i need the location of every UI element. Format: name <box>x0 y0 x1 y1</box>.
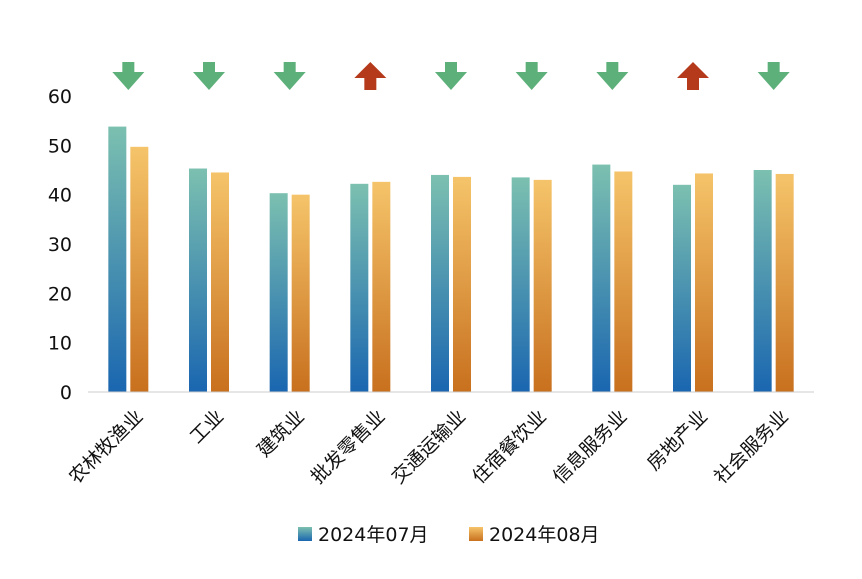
y-tick-label: 40 <box>48 185 72 207</box>
bar-series2-5 <box>533 179 552 392</box>
x-tick-label: 农林牧渔业 <box>65 406 148 489</box>
arrow-down-icon <box>112 62 145 90</box>
bar-series2-0 <box>130 146 149 392</box>
y-tick-label: 0 <box>60 382 72 404</box>
arrow-down-icon <box>515 62 548 90</box>
change-arrows <box>112 62 790 90</box>
x-tick-label: 信息服务业 <box>549 406 632 489</box>
y-tick-label: 20 <box>48 283 72 305</box>
y-tick-label: 10 <box>48 333 72 355</box>
bar-series1-8 <box>753 170 772 392</box>
arrow-down-icon <box>757 62 790 90</box>
bar-series1-0 <box>108 126 127 392</box>
legend-label-series2: 2024年08月 <box>489 524 600 546</box>
bar-series2-2 <box>291 194 310 392</box>
arrow-down-icon <box>193 62 225 90</box>
bar-series2-7 <box>695 173 713 392</box>
y-axis: 0 10 20 30 40 50 60 <box>48 86 72 404</box>
x-tick-label: 工业 <box>186 406 228 448</box>
bar-series1-7 <box>673 184 691 392</box>
legend-label-series1: 2024年07月 <box>318 524 429 546</box>
bar-series2-6 <box>614 171 633 392</box>
legend-swatch-series1 <box>298 527 312 541</box>
x-tick-label: 房地产业 <box>643 406 712 475</box>
bar-series1-5 <box>511 177 530 392</box>
y-tick-label: 60 <box>48 86 72 108</box>
bar-series2-8 <box>775 173 794 392</box>
bar-series1-2 <box>269 193 288 392</box>
legend: 2024年07月 2024年08月 <box>298 524 600 546</box>
x-tick-label: 批发零售业 <box>307 406 390 489</box>
x-tick-label: 住宿餐饮业 <box>468 406 551 489</box>
x-tick-label: 交通运输业 <box>387 406 470 489</box>
arrow-up-icon <box>677 62 709 90</box>
bar-series2-4 <box>453 176 471 392</box>
x-tick-label: 建筑业 <box>253 406 309 462</box>
arrow-down-icon <box>435 62 467 90</box>
bars <box>108 126 794 392</box>
bar-series1-1 <box>189 168 207 392</box>
arrow-down-icon <box>596 62 629 90</box>
arrow-up-icon <box>354 62 387 90</box>
bar-series1-6 <box>592 164 611 392</box>
bar-series1-3 <box>350 183 369 392</box>
x-tick-label: 社会服务业 <box>710 406 793 489</box>
arrow-down-icon <box>273 62 306 90</box>
bar-series1-4 <box>431 174 449 392</box>
y-tick-label: 30 <box>48 234 72 256</box>
bar-series2-1 <box>211 172 229 392</box>
y-tick-label: 50 <box>48 135 72 157</box>
bar-series2-3 <box>372 181 391 392</box>
legend-swatch-series2 <box>469 527 483 541</box>
